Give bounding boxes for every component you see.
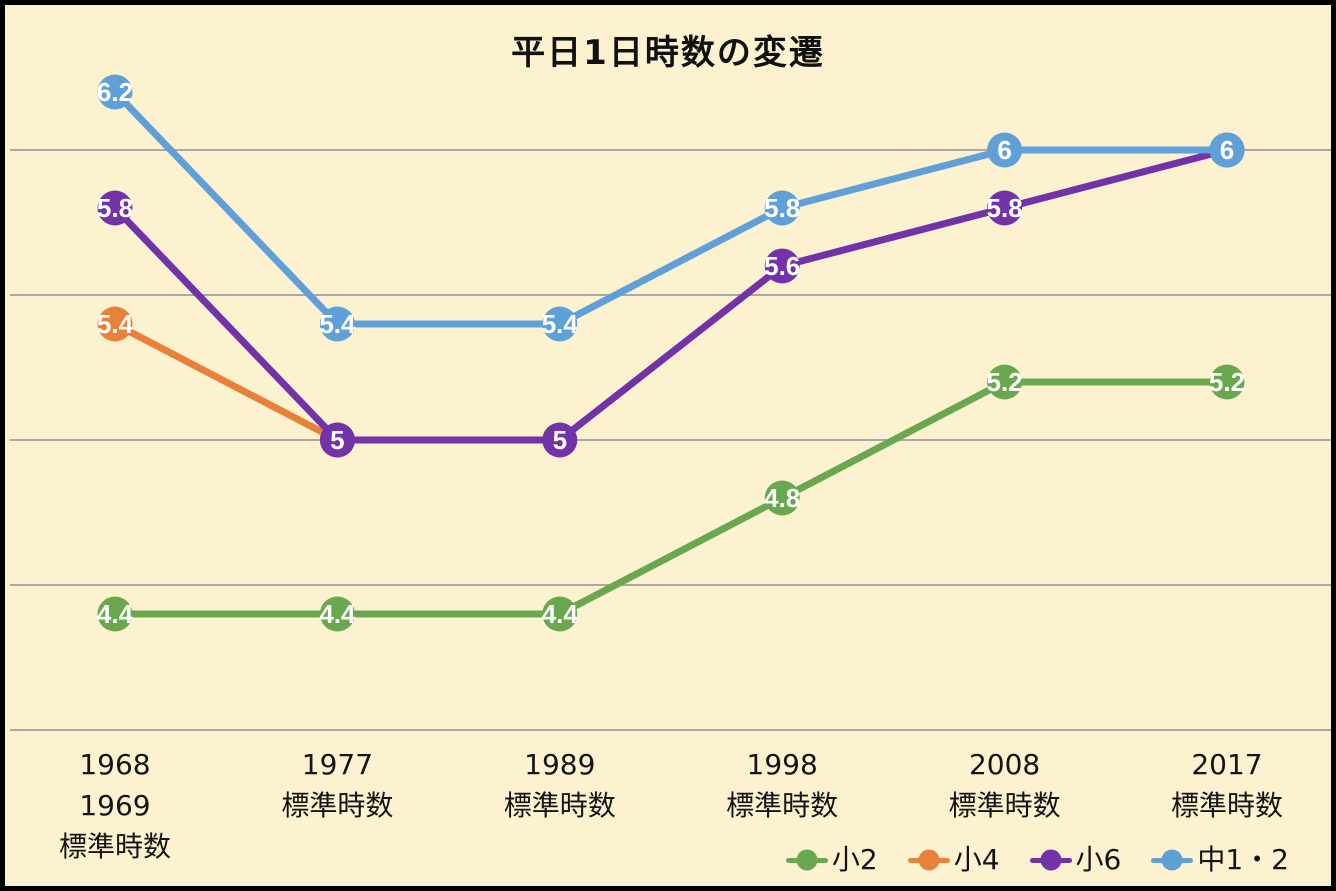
series-line-中1・2	[111, 88, 1231, 328]
data-point-小2	[764, 480, 800, 516]
data-point-label: 5	[553, 425, 567, 455]
legend-item-sho4: 小4	[907, 843, 1000, 876]
x-axis-label: 2017 標準時数	[1170, 748, 1284, 822]
chart-title: 平日1日時数の変遷	[511, 33, 825, 73]
data-point-label: 5.8	[764, 193, 800, 223]
data-point-中1・2	[987, 132, 1023, 168]
data-point-label: 5	[330, 425, 344, 455]
data-point-小6	[97, 190, 133, 226]
data-point-中1・2	[97, 74, 133, 110]
legend: 小2 小4 小6 中1・2	[785, 843, 1289, 876]
legend-label: 小6	[1075, 843, 1122, 876]
legend-item-sho6: 小6	[1029, 843, 1122, 876]
series-line-小6	[111, 146, 1231, 444]
data-point-小2	[319, 596, 355, 632]
legend-label: 小2	[831, 843, 878, 876]
data-point-label: 5.4	[542, 309, 579, 339]
x-axis-label: 1977 標準時数	[281, 748, 394, 822]
legend-label: 小4	[953, 843, 1000, 876]
data-point-label: 6	[1220, 135, 1234, 165]
x-axis-label: 2008 標準時数	[948, 748, 1061, 822]
data-point-label: 4.4	[319, 599, 356, 629]
legend-item-chu12: 中1・2	[1151, 846, 1289, 874]
series-line-小4	[111, 320, 341, 444]
data-point-label: 5.8	[987, 193, 1023, 223]
data-point-label: 4.4	[97, 599, 134, 629]
data-point-label: 6	[997, 135, 1011, 165]
x-axis-label: 1989 標準時数	[503, 748, 616, 822]
data-point-label: 5.4	[97, 309, 134, 339]
legend-line-dot-icon	[785, 849, 828, 871]
legend-line-dot-icon	[1029, 849, 1072, 871]
legend-line-dot-icon	[907, 849, 950, 871]
x-axis-label: 1968 1969 標準時数	[58, 748, 172, 863]
data-point-小2	[542, 596, 578, 632]
data-point-label: 6.2	[97, 77, 133, 107]
data-point-label: 5.8	[97, 193, 133, 223]
data-point-小2	[987, 364, 1023, 400]
data-point-小6	[987, 190, 1023, 226]
data-point-中1・2	[764, 190, 800, 226]
data-point-小4	[97, 306, 133, 342]
data-point-小6	[764, 248, 800, 284]
data-point-label: 4.8	[764, 483, 800, 513]
legend-item-sho2: 小2	[785, 843, 878, 876]
data-point-label: 5.4	[319, 309, 356, 339]
data-point-小2	[97, 596, 133, 632]
x-axis-label: 1998 標準時数	[726, 748, 839, 822]
data-point-小6	[319, 422, 355, 458]
legend-line-dot-icon	[1151, 849, 1194, 871]
data-point-label: 5.2	[1209, 367, 1245, 397]
data-point-label: 5.2	[987, 367, 1023, 397]
data-point-中1・2	[1209, 132, 1245, 168]
data-point-小2	[1209, 364, 1245, 400]
data-point-小6	[542, 422, 578, 458]
data-point-label: 4.4	[542, 599, 579, 629]
data-point-中1・2	[542, 306, 578, 342]
data-point-label: 5.6	[764, 251, 800, 281]
series-line-小2	[111, 378, 1231, 618]
legend-label: 中1・2	[1197, 843, 1289, 876]
data-point-中1・2	[319, 306, 355, 342]
